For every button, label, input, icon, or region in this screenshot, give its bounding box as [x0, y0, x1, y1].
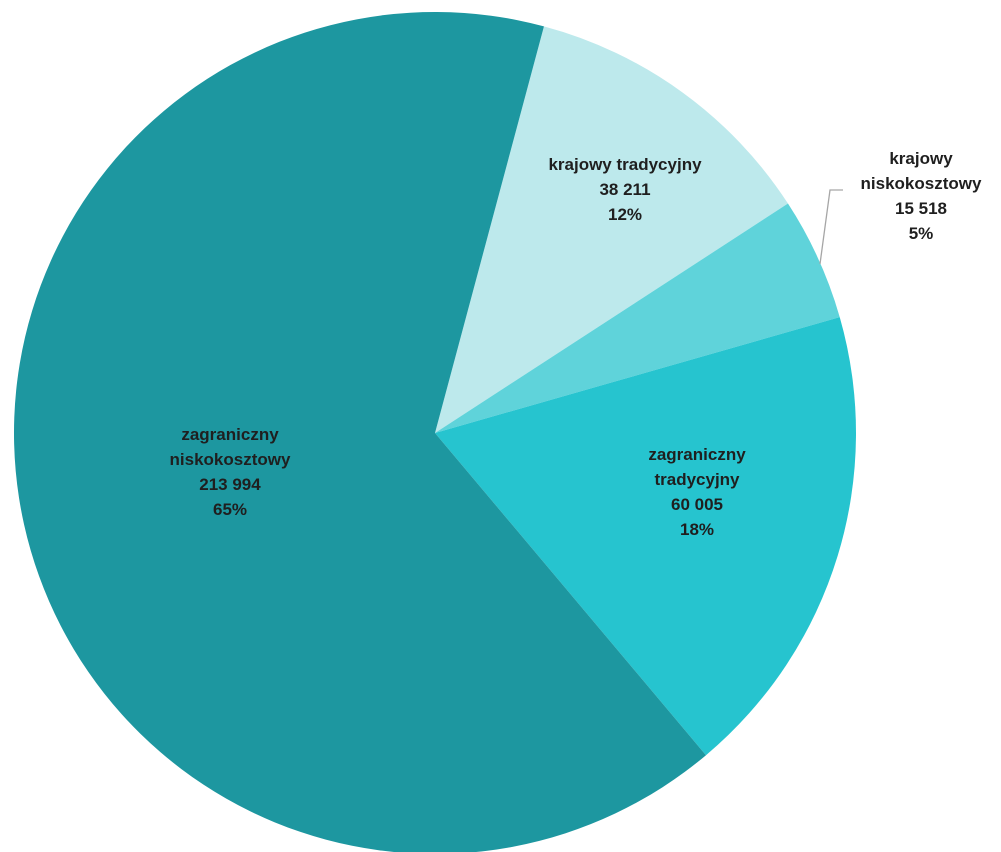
- pie-slice-1: [435, 26, 788, 433]
- slice-percent-label: 65%: [213, 500, 247, 519]
- labels-group: krajowy tradycyjny 38 211 12% krajowy niskok…: [170, 149, 982, 539]
- slice-percent-label: 18%: [680, 520, 714, 539]
- slice-value-label: 15 518: [895, 199, 947, 218]
- slice-label-3: zagraniczny tradycyjny 60 005 18%: [648, 445, 746, 539]
- pie-slice-3: [435, 317, 856, 756]
- slice-value-label: 213 994: [199, 475, 261, 494]
- slice-name-line: niskokosztowy: [170, 450, 291, 469]
- slice-name-line: krajowy tradycyjny: [548, 155, 702, 174]
- slice-name-line: zagraniczny: [648, 445, 746, 464]
- slice-label-2: krajowy niskokosztowy 15 518 5%: [861, 149, 982, 243]
- slice-label-1: krajowy tradycyjny 38 211 12%: [548, 155, 702, 224]
- leader-line-2: [819, 189, 843, 265]
- slice-percent-label: 5%: [909, 224, 934, 243]
- slice-value-label: 38 211: [599, 180, 650, 199]
- pie-slice-4: [14, 12, 706, 852]
- slice-name-line: niskokosztowy: [861, 174, 982, 193]
- slice-name-line: tradycyjny: [654, 470, 740, 489]
- slice-name-line: zagraniczny: [181, 425, 279, 444]
- slice-name-line: krajowy: [889, 149, 953, 168]
- leader-lines-group: [819, 189, 843, 265]
- slice-label-4: zagraniczny niskokosztowy 213 994 65%: [170, 425, 291, 519]
- pie-slice-2: [435, 203, 840, 433]
- slice-value-label: 60 005: [671, 495, 723, 514]
- slice-percent-label: 12%: [608, 205, 642, 224]
- slices-group: [14, 12, 856, 852]
